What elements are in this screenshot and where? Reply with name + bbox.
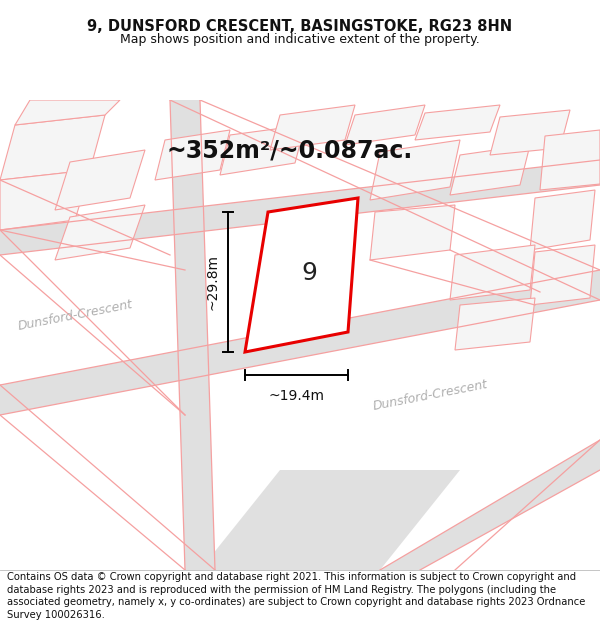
Text: 9, DUNSFORD CRESCENT, BASINGSTOKE, RG23 8HN: 9, DUNSFORD CRESCENT, BASINGSTOKE, RG23 … [88,19,512,34]
Text: Map shows position and indicative extent of the property.: Map shows position and indicative extent… [120,34,480,46]
Polygon shape [55,205,145,260]
Polygon shape [245,198,358,352]
Polygon shape [450,245,535,300]
Text: ~29.8m: ~29.8m [206,254,220,310]
Polygon shape [415,105,500,140]
Text: Contains OS data © Crown copyright and database right 2021. This information is : Contains OS data © Crown copyright and d… [7,572,586,620]
Polygon shape [220,125,305,175]
Polygon shape [200,470,460,570]
Polygon shape [0,270,600,415]
Polygon shape [540,130,600,190]
Polygon shape [0,160,600,255]
Polygon shape [530,190,595,250]
Polygon shape [450,145,530,195]
Polygon shape [0,170,90,230]
Polygon shape [345,105,425,145]
Text: ~352m²/~0.087ac.: ~352m²/~0.087ac. [167,138,413,162]
Polygon shape [370,140,460,200]
Polygon shape [530,245,595,305]
Polygon shape [270,105,355,150]
Polygon shape [15,100,120,125]
Polygon shape [0,115,105,180]
Text: 9: 9 [302,261,317,286]
Polygon shape [55,150,145,210]
Text: Dunsford-Crescent: Dunsford-Crescent [16,298,134,332]
Polygon shape [455,298,535,350]
Polygon shape [155,130,230,180]
Polygon shape [370,205,455,260]
Polygon shape [170,100,215,570]
Text: Dunsford-Crescent: Dunsford-Crescent [371,378,488,412]
Text: ~19.4m: ~19.4m [269,389,325,403]
Polygon shape [490,110,570,155]
Polygon shape [380,440,600,570]
